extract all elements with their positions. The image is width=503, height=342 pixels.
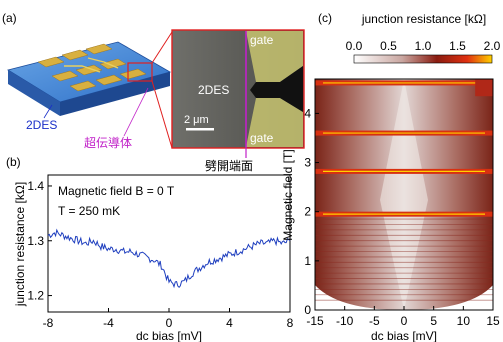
plot-c-y-tick-label: 1 (304, 254, 311, 268)
plot-c-xlabel: dc bias [mV] (371, 329, 437, 342)
annotation-temperature: T = 250 mK (58, 204, 120, 218)
plot-c-y-tick-label: 4 (304, 106, 311, 120)
plot-c-x-tick-label: 15 (486, 314, 500, 328)
plot-c-y-tick-label: 3 (304, 156, 311, 170)
device-illustration (6, 31, 173, 149)
gate-bottom-label: gate (250, 131, 274, 145)
colorbar-tick-label: 0.5 (380, 39, 397, 53)
plot-b-y-tick-label: 1.2 (27, 289, 44, 303)
plot-c-y-tick-label: 2 (304, 205, 311, 219)
heatmap (315, 79, 493, 310)
plot-b-x-tick-label: -8 (43, 316, 54, 330)
plot-b-x-tick-label: 0 (166, 316, 173, 330)
annotation-field: Magnetic field B = 0 T (58, 184, 175, 198)
plot-c-y-tick-label: 0 (304, 303, 311, 317)
plot-b-x-tick-label: -4 (103, 316, 114, 330)
plot-c-ylabel: Magnetic field [T] (281, 149, 295, 240)
panel-a: (a) (2, 11, 305, 173)
plot-c-x-tick-label: 0 (401, 314, 408, 328)
plot-b-y-tick-label: 1.4 (27, 179, 44, 193)
resistance-trace (47, 228, 291, 289)
plot-b-x-tick-label: 4 (226, 316, 233, 330)
colorbar-tick-label: 1.5 (449, 39, 466, 53)
plot-c-x-tick-label: 10 (457, 314, 471, 328)
plot-c-x-tick-label: -5 (369, 314, 380, 328)
zoom-box (127, 62, 153, 82)
superconductor-label: 超伝導体 (84, 135, 132, 150)
plot-b-x-tick-label: 8 (287, 316, 294, 330)
plot-b-y-ticks: 1.2 1.3 1.4 (27, 179, 52, 303)
micrograph (171, 29, 305, 149)
2des-label: 2DES (26, 118, 57, 132)
gate-top-label: gate (250, 33, 274, 47)
panel-c: (c) junction resistance [kΩ] 0.0 0.5 1.0 1.… (281, 11, 501, 342)
plot-b-xlabel: dc bias [mV] (136, 329, 202, 342)
plot-c-x-tick-label: 5 (430, 314, 437, 328)
plot-b-ylabel: junction resistance [kΩ] (13, 182, 27, 307)
plot-b-x-ticks: -8 -4 0 4 8 (43, 308, 294, 330)
colorbar (353, 54, 493, 64)
plot-c-x-tick-label: -10 (336, 314, 354, 328)
panel-b-label: (b) (6, 155, 21, 169)
colorbar-tick-label: 1.0 (415, 39, 432, 53)
colorbar-tick-label: 2.0 (484, 39, 501, 53)
colorbar-tick-label: 0.0 (346, 39, 363, 53)
colorbar-ticks: 0.0 0.5 1.0 1.5 2.0 (346, 39, 501, 53)
panel-a-label: (a) (2, 11, 17, 25)
colorbar-title: junction resistance [kΩ] (361, 12, 486, 26)
plot-c-y-ticks: 0 1 2 3 4 (304, 106, 319, 317)
panel-b: (b) Magnetic field B = 0 T T = 250 mK -8… (6, 155, 294, 342)
plot-b-y-tick-label: 1.3 (27, 234, 44, 248)
cleaved-facet-label: 劈開端面 (205, 158, 253, 173)
plot-c-x-ticks: -15 -10 -5 0 5 10 15 (306, 306, 500, 328)
panel-c-label: (c) (318, 11, 332, 25)
heatmap-corner-region (475, 79, 493, 97)
plot-c-x-tick-label: -15 (306, 314, 324, 328)
scale-bar (186, 128, 214, 131)
scale-bar-label: 2 μm (184, 114, 209, 126)
micrograph-2des-label: 2DES (198, 83, 229, 97)
